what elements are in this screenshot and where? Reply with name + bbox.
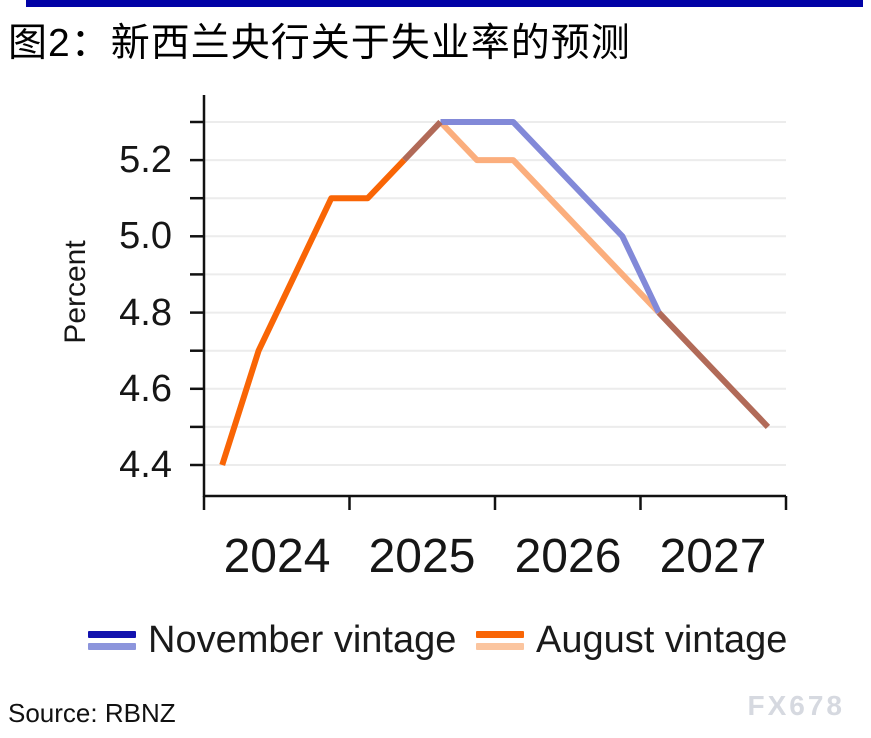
accent-bar bbox=[26, 0, 863, 7]
source-note: Source: RBNZ bbox=[8, 698, 176, 728]
x-tick-label: 2024 bbox=[223, 530, 331, 583]
y-tick-label: 5.0 bbox=[119, 215, 172, 257]
y-tick-label: 5.2 bbox=[119, 139, 172, 181]
legend-swatch-november-actual bbox=[88, 630, 136, 638]
y-tick-label: 4.4 bbox=[119, 444, 172, 486]
figure-title: 图2：新西兰央行关于失业率的预测 bbox=[8, 22, 631, 65]
legend-swatch-november-forecast bbox=[88, 642, 136, 650]
legend-item-november: November vintage bbox=[88, 616, 456, 664]
legend-label-november: November vintage bbox=[148, 619, 457, 661]
legend-label-august: August vintage bbox=[536, 619, 788, 661]
legend-marker-august bbox=[476, 630, 524, 650]
legend-item-august: August vintage bbox=[476, 616, 787, 664]
x-tick-label: 2026 bbox=[514, 530, 622, 583]
y-tick-label: 4.6 bbox=[119, 368, 172, 410]
watermark: FX678 bbox=[747, 690, 845, 721]
legend-swatch-august-forecast bbox=[476, 642, 524, 650]
x-tick-label: 2027 bbox=[659, 530, 767, 583]
y-tick-label: 4.8 bbox=[119, 292, 172, 334]
legend-swatch-august-actual bbox=[476, 630, 524, 638]
x-tick-label: 2025 bbox=[368, 530, 476, 583]
legend-marker-november bbox=[88, 630, 136, 650]
